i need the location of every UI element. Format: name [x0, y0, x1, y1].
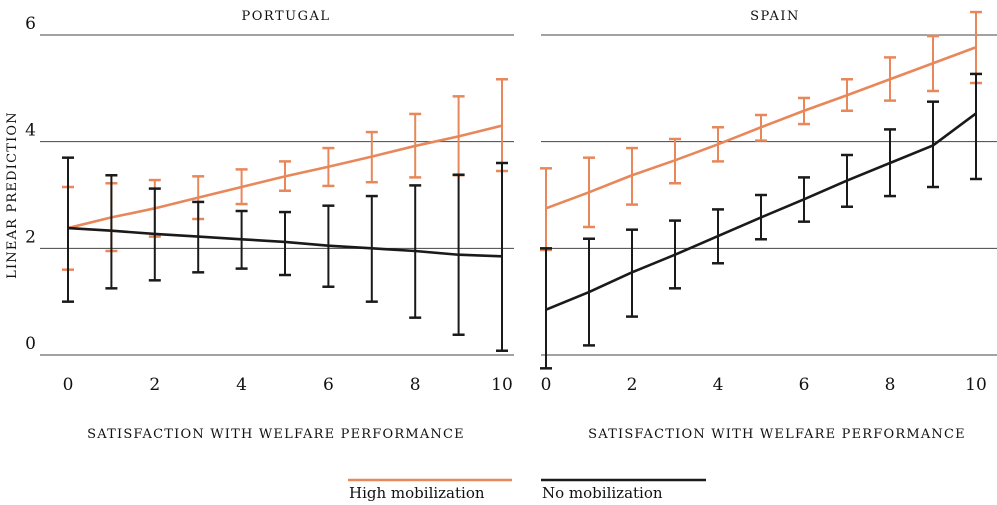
series-line	[545, 112, 977, 311]
panel-portugal: PORTUGAL 0 2 4 6 8 10 0 2 4 6 SATISFACTION WITH WEL…	[25, 9, 514, 442]
x-tick-label: 0	[541, 375, 552, 395]
legend: High mobilization No mobilization	[348, 478, 706, 502]
series-high-mobilization	[62, 78, 508, 271]
x-axis-title: SATISFACTION WITH WELFARE PERFORMANCE	[588, 427, 966, 442]
series-high-mobilization	[540, 10, 982, 252]
y-tick-label: 4	[25, 121, 36, 141]
legend-label: No mobilization	[542, 484, 663, 502]
panel-title: PORTUGAL	[242, 9, 331, 24]
x-tick-label: 2	[149, 375, 160, 395]
legend-label: High mobilization	[349, 484, 485, 502]
y-tick-label: 6	[25, 14, 36, 34]
series-line	[545, 46, 977, 210]
x-tick-label: 8	[410, 375, 421, 395]
x-tick-label: 0	[63, 375, 74, 395]
x-tick-label: 6	[799, 375, 810, 395]
x-tick-label: 6	[323, 375, 334, 395]
x-tick-label: 10	[965, 375, 987, 395]
x-tick-label: 2	[627, 375, 638, 395]
x-tick-label: 8	[885, 375, 896, 395]
series-line	[67, 226, 503, 258]
y-tick-label: 2	[25, 227, 36, 247]
y-axis-label: LINEAR PREDICTION	[5, 111, 20, 279]
y-tick-label: 0	[25, 334, 36, 354]
x-tick-label: 4	[713, 375, 724, 395]
series-no-mobilization	[540, 72, 982, 370]
x-axis-title: SATISFACTION WITH WELFARE PERFORMANCE	[87, 427, 465, 442]
series-no-mobilization	[62, 156, 508, 352]
series-line	[67, 124, 503, 230]
x-tick-label: 4	[236, 375, 247, 395]
panel-title: SPAIN	[750, 9, 800, 24]
panel-spain: SPAIN 0 2 4 6 8 10 SATISFACTION WITH WELFARE PE…	[540, 9, 997, 442]
x-tick-label: 10	[491, 375, 513, 395]
